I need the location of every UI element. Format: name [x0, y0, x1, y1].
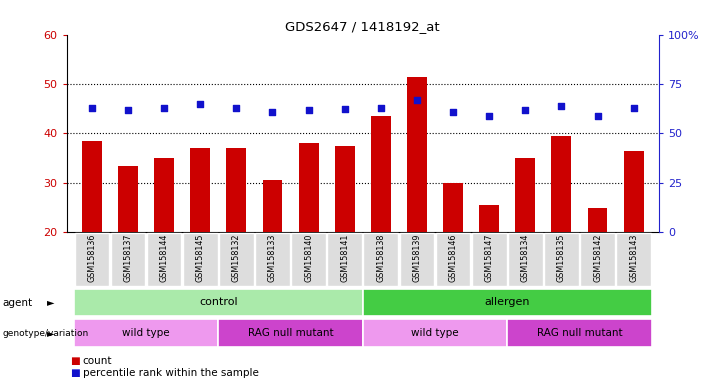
FancyBboxPatch shape — [147, 233, 182, 286]
Bar — [154, 158, 174, 232]
Bar — [299, 143, 318, 232]
Bar — [263, 180, 283, 232]
Point — [519, 107, 531, 113]
Text: GSM158144: GSM158144 — [160, 234, 169, 282]
Text: wild type: wild type — [122, 328, 170, 338]
FancyBboxPatch shape — [472, 233, 507, 286]
Text: GSM158136: GSM158136 — [88, 234, 96, 282]
Point — [628, 105, 639, 111]
Bar — [335, 146, 355, 232]
Bar — [552, 136, 571, 232]
Text: GSM158134: GSM158134 — [521, 234, 530, 282]
Bar — [82, 141, 102, 232]
FancyBboxPatch shape — [508, 233, 543, 286]
Point — [484, 113, 495, 119]
Point — [592, 113, 603, 119]
Point — [303, 107, 314, 113]
Text: GSM158142: GSM158142 — [593, 234, 602, 283]
Bar — [587, 208, 608, 232]
Point — [195, 101, 206, 107]
FancyBboxPatch shape — [616, 233, 651, 286]
Text: GSM158145: GSM158145 — [196, 234, 205, 283]
FancyBboxPatch shape — [219, 233, 254, 286]
Text: percentile rank within the sample: percentile rank within the sample — [83, 368, 259, 378]
FancyBboxPatch shape — [74, 319, 218, 347]
Point — [556, 103, 567, 109]
Title: GDS2647 / 1418192_at: GDS2647 / 1418192_at — [285, 20, 440, 33]
Text: GSM158138: GSM158138 — [376, 234, 386, 282]
FancyBboxPatch shape — [183, 233, 217, 286]
FancyBboxPatch shape — [508, 319, 652, 347]
FancyBboxPatch shape — [74, 233, 109, 286]
Point — [447, 109, 458, 115]
Text: GSM158141: GSM158141 — [340, 234, 349, 282]
FancyBboxPatch shape — [436, 233, 470, 286]
Text: ■: ■ — [70, 368, 80, 378]
Text: RAG null mutant: RAG null mutant — [247, 328, 334, 338]
Bar — [443, 183, 463, 232]
FancyBboxPatch shape — [327, 233, 362, 286]
Point — [411, 97, 423, 103]
Text: wild type: wild type — [411, 328, 459, 338]
Bar — [515, 158, 536, 232]
FancyBboxPatch shape — [364, 233, 398, 286]
FancyBboxPatch shape — [363, 319, 508, 347]
Text: allergen: allergen — [484, 297, 530, 308]
Bar — [226, 148, 246, 232]
Text: count: count — [83, 356, 112, 366]
Bar — [407, 76, 427, 232]
Bar — [118, 166, 138, 232]
Text: GSM158146: GSM158146 — [449, 234, 458, 282]
Text: GSM158133: GSM158133 — [268, 234, 277, 282]
Point — [123, 107, 134, 113]
Text: RAG null mutant: RAG null mutant — [537, 328, 622, 338]
FancyBboxPatch shape — [255, 233, 290, 286]
Text: ►: ► — [47, 328, 54, 338]
FancyBboxPatch shape — [74, 289, 363, 316]
FancyBboxPatch shape — [218, 319, 363, 347]
Point — [231, 105, 242, 111]
Text: GSM158132: GSM158132 — [232, 234, 241, 283]
Point — [339, 106, 350, 112]
Bar — [371, 116, 390, 232]
Text: agent: agent — [2, 298, 32, 308]
Text: control: control — [199, 297, 238, 308]
FancyBboxPatch shape — [580, 233, 615, 286]
Text: GSM158147: GSM158147 — [484, 234, 494, 283]
FancyBboxPatch shape — [363, 289, 652, 316]
FancyBboxPatch shape — [400, 233, 435, 286]
Bar — [624, 151, 644, 232]
Text: GSM158137: GSM158137 — [123, 234, 132, 283]
Text: genotype/variation: genotype/variation — [2, 329, 88, 338]
Bar — [190, 148, 210, 232]
Text: GSM158140: GSM158140 — [304, 234, 313, 282]
Point — [158, 105, 170, 111]
Text: GSM158139: GSM158139 — [412, 234, 421, 283]
FancyBboxPatch shape — [111, 233, 145, 286]
Text: ►: ► — [47, 298, 54, 308]
Point — [86, 105, 97, 111]
Point — [267, 109, 278, 115]
Text: ■: ■ — [70, 356, 80, 366]
Text: GSM158143: GSM158143 — [629, 234, 638, 282]
Bar — [479, 205, 499, 232]
Point — [375, 105, 386, 111]
Text: GSM158135: GSM158135 — [557, 234, 566, 283]
FancyBboxPatch shape — [544, 233, 579, 286]
FancyBboxPatch shape — [291, 233, 326, 286]
